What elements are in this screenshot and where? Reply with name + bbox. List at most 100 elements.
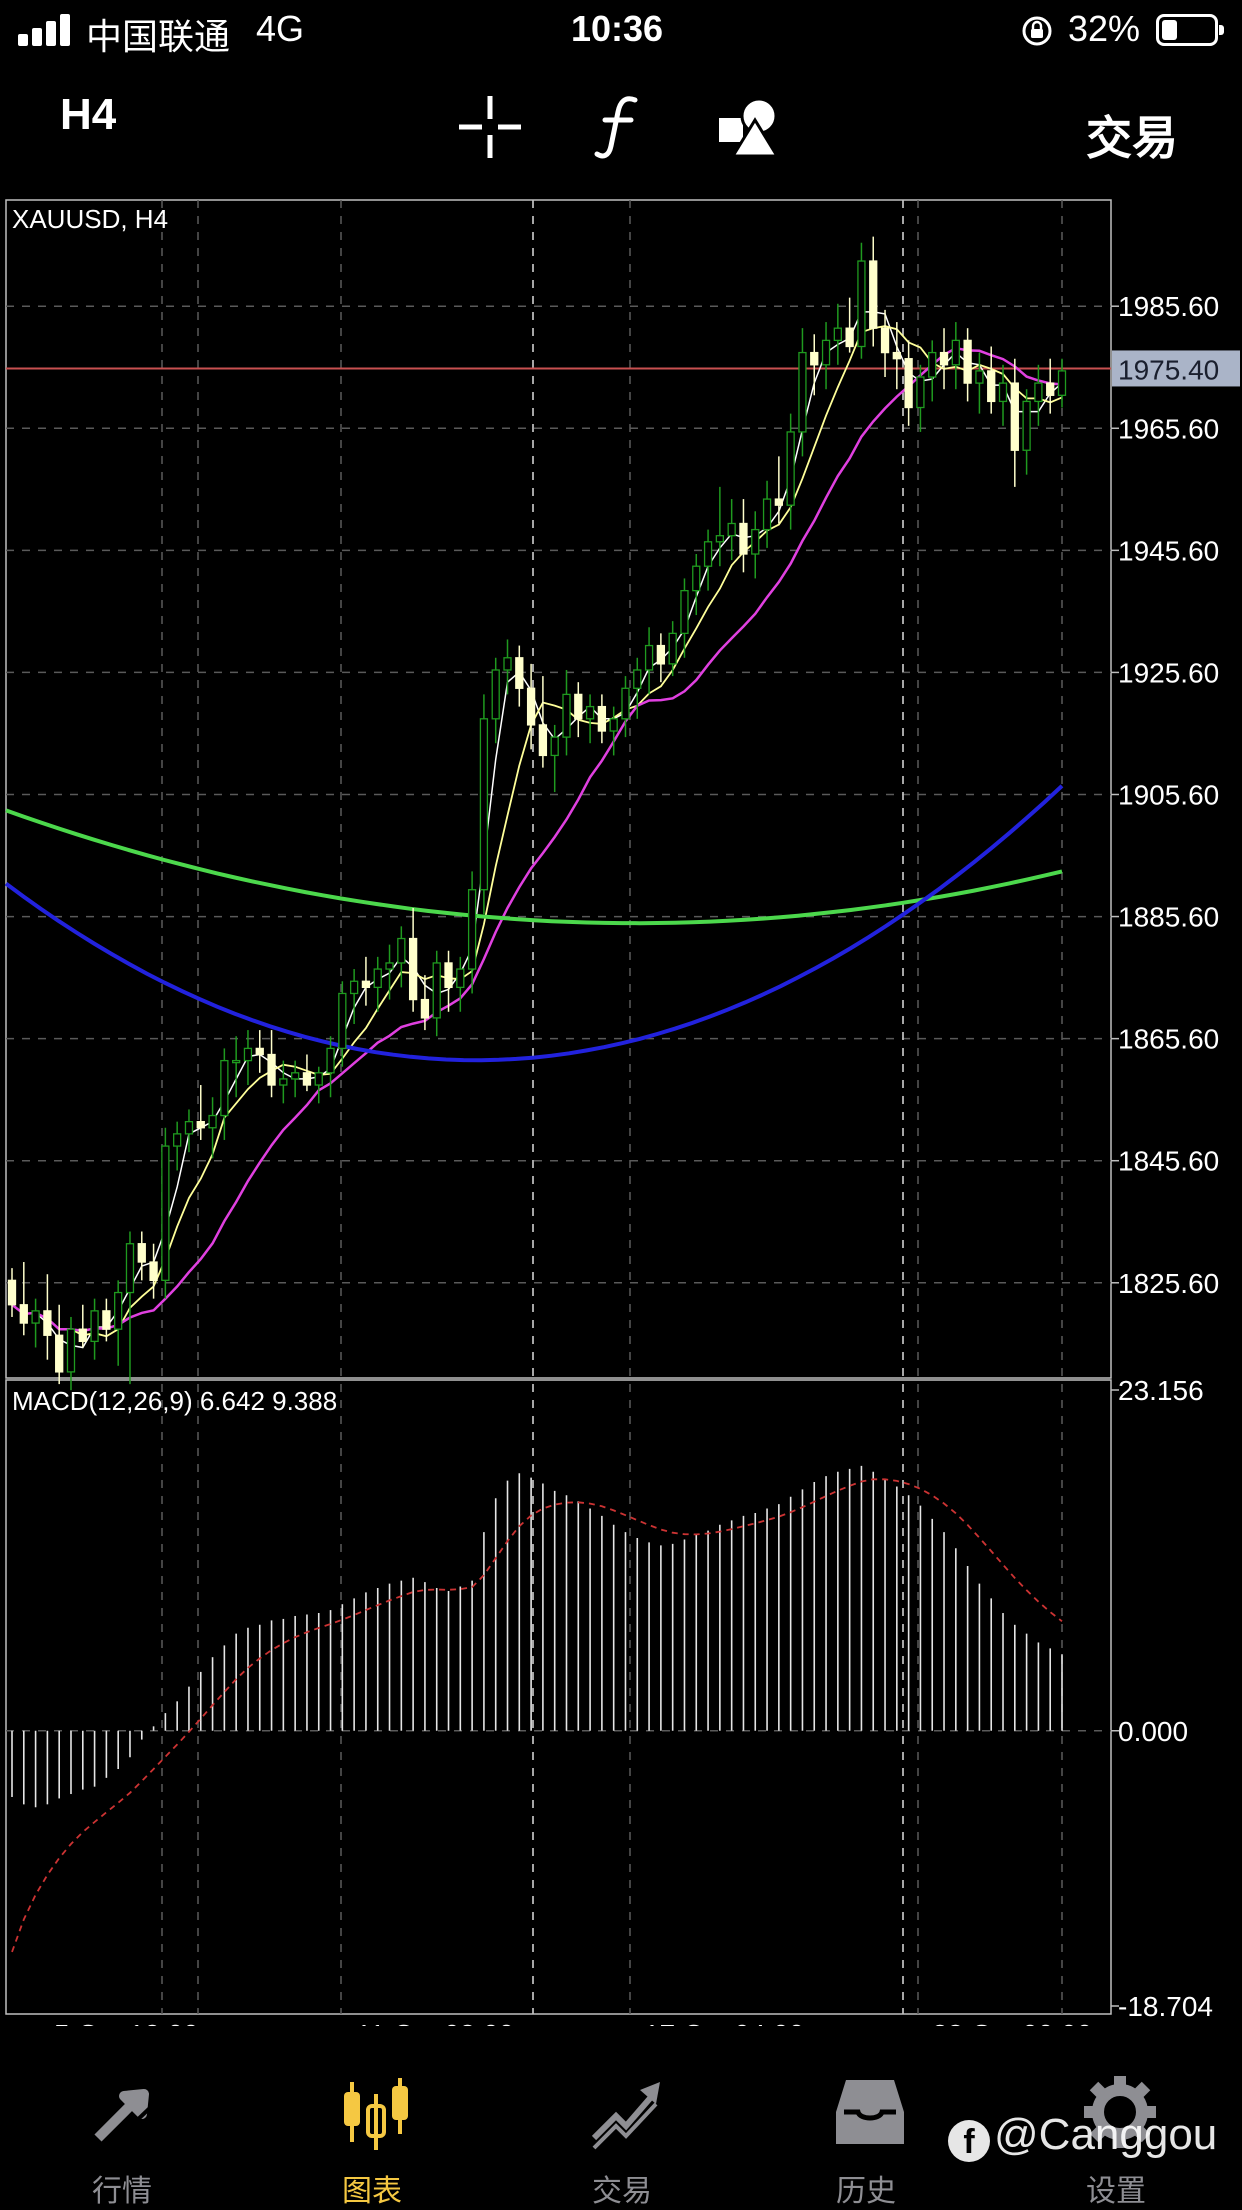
candle-body — [114, 1291, 123, 1330]
candle-body — [420, 998, 430, 1019]
candlestick-chart-icon — [344, 2078, 408, 2150]
candle-body — [633, 669, 642, 689]
nav-history[interactable]: 历史 — [766, 2060, 966, 2208]
candle-body — [585, 705, 595, 720]
candle-body — [904, 358, 913, 409]
nav-trade-label: 交易 — [592, 2175, 652, 2208]
chart-grid — [5, 199, 1119, 2015]
candle-body — [951, 339, 960, 366]
y-tick-label: 1985.60 — [1118, 291, 1219, 322]
candle-body — [503, 657, 512, 671]
candle-body — [774, 498, 784, 506]
main-panel-frame — [5, 199, 1112, 1379]
candle-body — [916, 376, 925, 409]
candles — [7, 236, 1067, 1391]
timeframe-button[interactable]: H4 — [60, 90, 117, 139]
candle-body — [31, 1310, 40, 1324]
candle-body — [751, 528, 760, 555]
candle-body — [609, 718, 618, 732]
crosshair-icon[interactable] — [455, 92, 525, 162]
candle-body — [302, 1072, 312, 1086]
macd-panel — [6, 1389, 1119, 2007]
current-price-label: 1975.40 — [1118, 354, 1219, 385]
carrier-name: 中国联通 — [86, 16, 231, 57]
candle-body — [1057, 370, 1067, 396]
function-icon[interactable] — [585, 92, 655, 162]
candle-body — [385, 962, 394, 970]
y-tick-label: 1865.60 — [1118, 1024, 1219, 1055]
shapes-icon[interactable] — [715, 92, 785, 162]
candle-body — [55, 1334, 64, 1373]
y-tick-label: 1925.60 — [1118, 657, 1219, 688]
candle-body — [739, 522, 748, 555]
y-tick-label: 1965.60 — [1118, 413, 1219, 444]
facebook-logo-icon: f — [948, 2120, 990, 2162]
candle-body — [184, 1120, 194, 1135]
nav-settings[interactable]: 设置 — [1016, 2060, 1216, 2208]
watermark: f @Canggou — [948, 2110, 1217, 2162]
y-tick-label: 1845.60 — [1118, 1146, 1219, 1177]
candle-body — [279, 1078, 288, 1086]
nav-quotes-label: 行情 — [92, 2175, 152, 2208]
candle-body — [727, 522, 736, 537]
candle-body — [762, 498, 772, 531]
macd-y-tick-label: 23.156 — [1118, 1375, 1204, 1406]
candle-body — [149, 1261, 158, 1281]
price-chart[interactable]: 1985.60 1965.60 1945.60 1925.60 1905.60 1885.… — [0, 196, 1242, 2050]
candle-body — [597, 705, 607, 732]
candle-body — [680, 589, 689, 635]
rotation-lock-icon — [1022, 16, 1052, 46]
battery-percent: 32% — [1068, 8, 1141, 49]
candle-body — [456, 968, 465, 989]
axis-labels: 1985.60 1965.60 1945.60 1925.60 1905.60 1885.… — [12, 204, 1240, 2050]
y-tick-label: 1885.60 — [1118, 902, 1219, 933]
candle-body — [373, 968, 382, 989]
candle-body — [314, 1072, 323, 1086]
candle-body — [786, 431, 795, 506]
candle-body — [255, 1047, 264, 1056]
candle-body — [833, 327, 842, 342]
candle-body — [243, 1047, 253, 1062]
candle-body — [562, 693, 571, 738]
trade-button[interactable]: 交易 — [1086, 112, 1178, 164]
candle-body — [821, 339, 831, 366]
macd-signal-line — [11, 1478, 1063, 1953]
candle-body — [444, 962, 453, 989]
candle-body — [998, 382, 1008, 403]
candle-body — [975, 370, 984, 384]
candle-body — [361, 980, 371, 989]
nav-trade[interactable]: 交易 — [522, 2060, 722, 2208]
moving-average-lines — [4, 311, 1064, 1349]
candle-body — [869, 260, 878, 329]
candle-body — [232, 1059, 241, 1064]
candle-body — [810, 351, 819, 366]
nav-quotes[interactable]: 行情 — [22, 2060, 222, 2208]
candle-body — [987, 370, 996, 403]
candle-body — [1034, 382, 1043, 403]
candle-body — [349, 980, 359, 995]
ma-blue-line — [4, 784, 1064, 1063]
ma-mid-line — [11, 325, 1063, 1338]
nav-history-label: 历史 — [836, 2175, 896, 2208]
candle-body — [1046, 382, 1055, 396]
candle-body — [338, 992, 347, 1050]
candle-body — [845, 327, 854, 348]
x-tick-label: 23 Oct 00:00 — [932, 2019, 1092, 2026]
candle-body — [102, 1310, 111, 1330]
candle-body — [939, 351, 949, 366]
candle-body — [397, 937, 406, 964]
candle-body — [715, 535, 725, 543]
chart-area[interactable]: 1985.60 1965.60 1945.60 1925.60 1905.60 1885.… — [0, 196, 1242, 2050]
candle-body — [515, 657, 524, 689]
y-tick-label: 1945.60 — [1118, 535, 1219, 566]
nav-chart[interactable]: 图表 — [272, 2060, 472, 2208]
x-tick-label: 11 Oct 08:00 — [356, 2019, 514, 2026]
x-tick-label: 17 Oct 04:00 — [644, 2019, 804, 2026]
candle-body — [326, 1047, 335, 1074]
candle-body — [1010, 382, 1019, 451]
signal-strength-icon — [18, 14, 74, 46]
candle-body — [538, 724, 548, 757]
candle-body — [479, 718, 489, 891]
y-tick-label: 1825.60 — [1118, 1268, 1219, 1299]
candle-body — [798, 351, 807, 433]
